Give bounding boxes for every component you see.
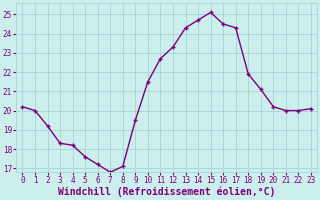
X-axis label: Windchill (Refroidissement éolien,°C): Windchill (Refroidissement éolien,°C) xyxy=(58,187,276,197)
